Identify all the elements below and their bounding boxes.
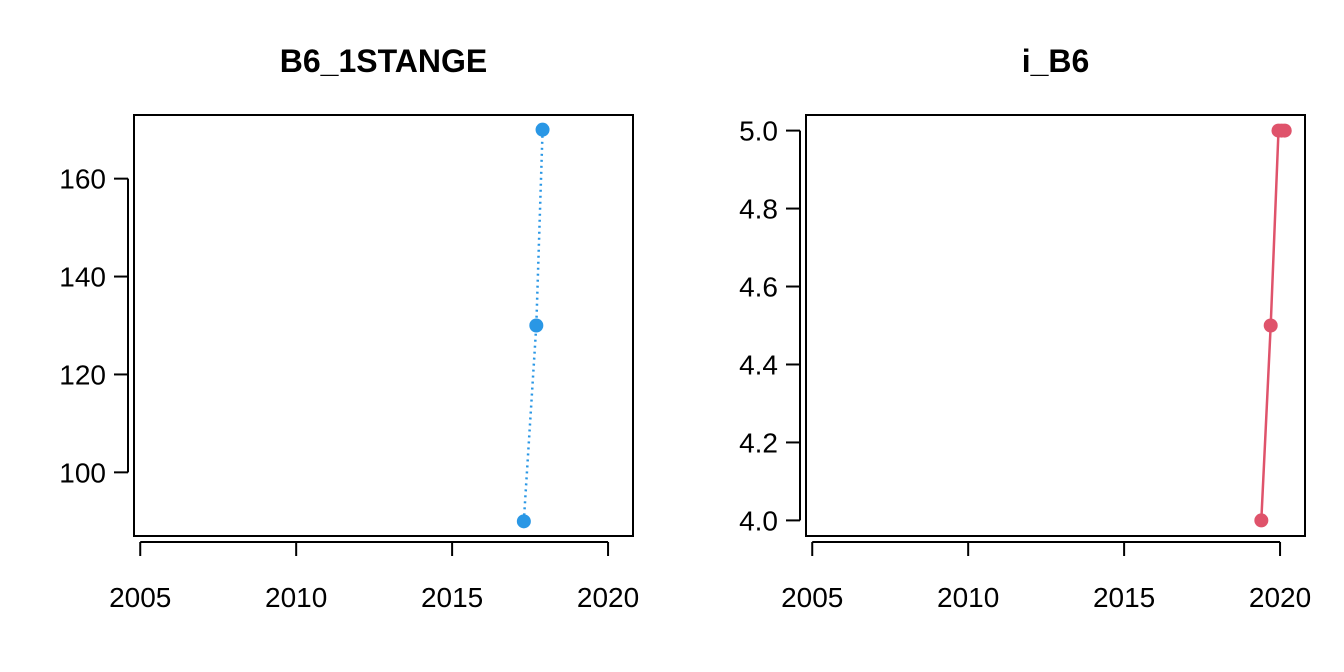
x-tick-label: 2005 <box>109 582 171 613</box>
data-point <box>535 122 550 137</box>
chart-panel-b6-1stange: B6_1STANGE 2005 2010 2015 2020 100 120 140 160 <box>59 43 639 613</box>
x-tick-label: 2010 <box>937 582 999 613</box>
data-point <box>1263 318 1278 333</box>
data-point <box>1277 123 1292 138</box>
x-tick-label: 2020 <box>577 582 639 613</box>
y-tick-label: 4.0 <box>739 505 778 536</box>
y-tick-label: 160 <box>59 164 106 195</box>
y-tick-label: 100 <box>59 457 106 488</box>
x-tick-label: 2015 <box>1093 582 1155 613</box>
data-point <box>516 514 531 529</box>
y-tick-label: 5.0 <box>739 116 778 147</box>
chart-title: B6_1STANGE <box>280 43 487 79</box>
x-tick-label: 2005 <box>781 582 843 613</box>
plot-frame <box>133 114 634 537</box>
chart-title: i_B6 <box>1022 43 1090 79</box>
y-tick-label: 4.6 <box>739 272 778 303</box>
y-tick-label: 4.2 <box>739 427 778 458</box>
plot-frame <box>805 114 1306 537</box>
chart-panel-i-b6: i_B6 2005 2010 2015 2020 4.0 4.2 4.4 4.6 4.8 5.0 <box>739 43 1311 613</box>
x-tick-label: 2020 <box>1249 582 1311 613</box>
y-tick-label: 4.4 <box>739 349 778 380</box>
y-tick-label: 120 <box>59 359 106 390</box>
x-tick-label: 2015 <box>421 582 483 613</box>
y-tick-label: 4.8 <box>739 194 778 225</box>
x-tick-label: 2010 <box>265 582 327 613</box>
data-point <box>1254 513 1269 528</box>
data-point <box>529 318 544 333</box>
y-tick-label: 140 <box>59 262 106 293</box>
